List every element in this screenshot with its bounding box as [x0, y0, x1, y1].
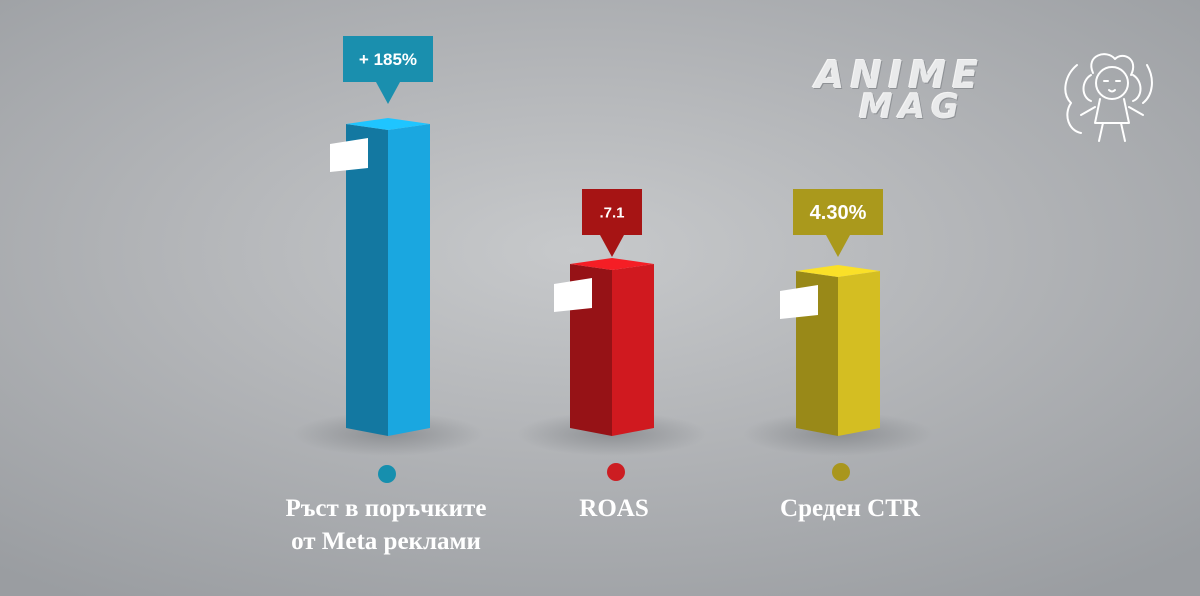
legend-dot-1 [607, 463, 625, 481]
bar-top-0 [346, 118, 430, 130]
bar-1 [612, 264, 654, 436]
value-callout-pointer-1 [600, 235, 624, 257]
value-label-2: 4.30% [810, 202, 867, 224]
bar-2 [838, 271, 880, 436]
bar-tag-2 [780, 285, 818, 319]
logo-line-2: MAG [859, 87, 966, 127]
value-callout-pointer-2 [826, 235, 850, 257]
category-label-1: ROAS [579, 495, 649, 522]
value-label-1: .7.1 [599, 204, 624, 221]
logo-line-1: ANIME [815, 53, 985, 97]
legend-dot-0 [378, 465, 396, 483]
bar-top-1 [570, 258, 654, 270]
value-label-0: + 185% [359, 50, 417, 69]
anime-mag-logo: ANIME MAG [815, 45, 1155, 155]
bar-top-2 [796, 265, 880, 277]
value-callout-2 [793, 189, 883, 235]
value-callout-1 [582, 189, 642, 235]
bar-0 [388, 124, 430, 436]
category-label-2: Среден CTR [780, 495, 920, 522]
legend-dot-2 [832, 463, 850, 481]
value-callout-pointer-0 [376, 82, 400, 104]
category-label-0: Ръст в поръчките от Meta реклами [285, 495, 487, 555]
anime-girl-sketch-icon [1064, 53, 1153, 142]
bar-tag-0 [330, 138, 368, 172]
bar-left-face-0 [346, 124, 388, 436]
bar-tag-1 [554, 278, 592, 312]
value-callout-0 [343, 36, 433, 82]
